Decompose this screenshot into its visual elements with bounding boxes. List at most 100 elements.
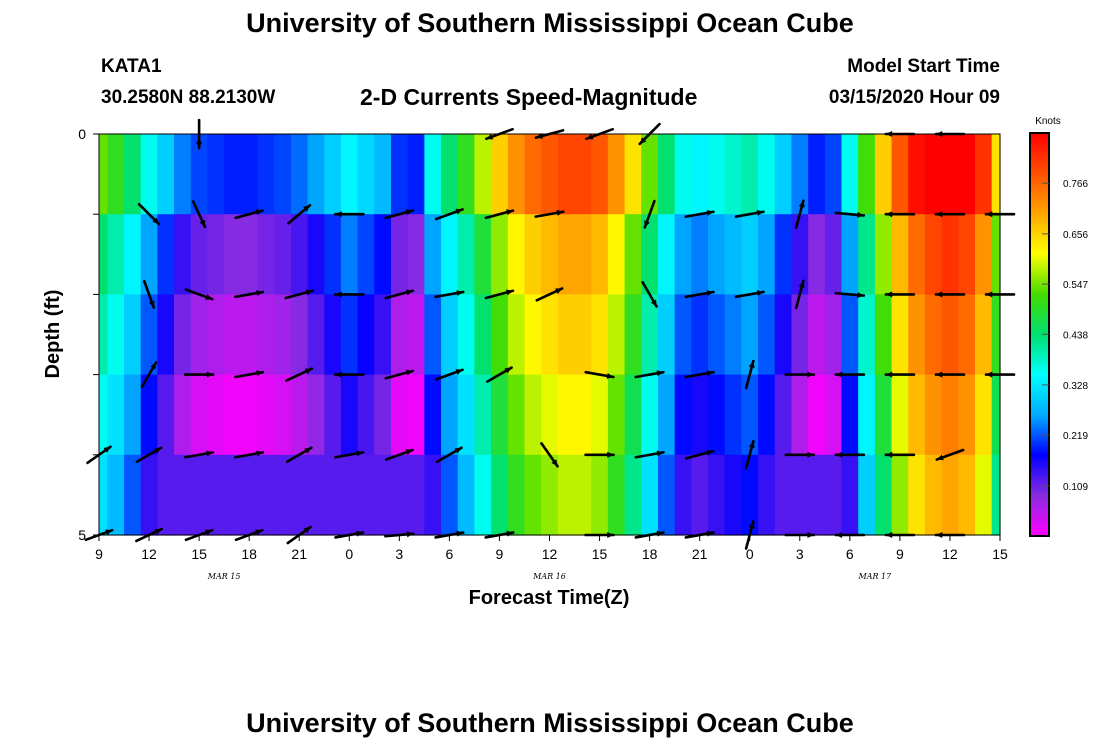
heatmap-cell <box>624 134 642 215</box>
heatmap-cell <box>758 294 776 376</box>
heatmap-cell <box>107 454 125 536</box>
heatmap-cell <box>657 294 676 376</box>
current-arrow <box>684 370 715 379</box>
heatmap-cell <box>808 294 826 376</box>
heatmap-cell <box>624 294 642 376</box>
heatmap-cell <box>474 374 492 456</box>
current-arrow <box>584 370 615 379</box>
heatmap-cell <box>774 134 793 215</box>
heatmap-cell <box>507 374 526 456</box>
heatmap-cell <box>758 214 776 295</box>
heatmap-cell <box>708 134 726 215</box>
current-arrow <box>434 368 464 381</box>
x-tick-label: 0 <box>746 546 754 562</box>
heatmap-cell <box>491 374 509 456</box>
heatmap-cell <box>374 214 392 295</box>
heatmap-cell <box>407 134 425 215</box>
heatmap-cell <box>824 374 843 456</box>
heatmap-cell <box>190 214 209 295</box>
current-arrow <box>684 449 715 460</box>
current-arrow <box>744 359 755 390</box>
heatmap-cell <box>657 454 676 536</box>
heatmap-cell <box>157 454 175 536</box>
current-arrow <box>641 280 658 308</box>
current-arrow <box>884 211 916 218</box>
current-arrow <box>834 371 866 378</box>
heatmap-cell <box>441 374 459 456</box>
heatmap-cell <box>374 134 392 215</box>
heatmap-cell <box>290 214 309 295</box>
heatmap-cell <box>891 454 909 536</box>
current-arrow <box>140 361 158 389</box>
heatmap-cell <box>991 374 1001 456</box>
heatmap-cell <box>99 454 108 536</box>
heatmap-cell <box>941 214 959 295</box>
current-arrow <box>435 446 463 464</box>
x-tick-label: 9 <box>496 546 504 562</box>
heatmap-cell <box>491 134 509 215</box>
heatmap-cell <box>891 294 909 376</box>
heatmap-cell <box>974 374 993 456</box>
y-axis: 05 <box>78 126 99 543</box>
current-arrow <box>384 289 415 300</box>
heatmap-cell <box>157 134 175 215</box>
heatmap-cell <box>174 294 192 376</box>
heatmap-cell <box>908 134 926 215</box>
current-arrow <box>135 446 163 464</box>
heatmap-cell <box>274 134 292 215</box>
heatmap-cell <box>107 214 125 295</box>
heatmap-cell <box>824 134 843 215</box>
heatmap-cell <box>891 214 909 295</box>
heatmap-cell <box>557 294 576 376</box>
current-arrow <box>287 203 312 225</box>
heatmap-cell <box>207 214 225 295</box>
current-arrow <box>540 442 559 468</box>
heatmap-cell <box>491 294 509 376</box>
heatmap-cell <box>607 134 626 215</box>
heatmap-cell <box>791 454 809 536</box>
heatmap-cell <box>607 374 626 456</box>
x-tick-label: 6 <box>445 546 453 562</box>
current-arrow <box>834 451 866 458</box>
station-coordinates: 30.2580N 88.2130W <box>101 87 276 108</box>
heatmap-cell <box>257 214 275 295</box>
model-start-label: Model Start Time <box>847 56 1000 77</box>
current-arrow <box>935 448 965 461</box>
footer-title: University of Southern Mississippi Ocean… <box>246 708 854 738</box>
heatmap-cell <box>557 374 576 456</box>
colorbar-tick-label: 0.438 <box>1063 330 1088 341</box>
heatmap-cell <box>908 374 926 456</box>
heatmap-cell <box>824 454 843 536</box>
heatmap-cell <box>607 454 626 536</box>
heatmap-cell <box>674 374 692 456</box>
current-arrow <box>333 291 365 298</box>
current-vectors <box>84 118 1016 550</box>
heatmap-cell <box>574 374 592 456</box>
heatmap-cell <box>207 294 225 376</box>
heatmap-cell <box>624 374 642 456</box>
heatmap-cell <box>858 134 876 215</box>
heatmap-cell <box>874 374 893 456</box>
heatmap-cell <box>124 294 142 376</box>
heatmap-cell <box>924 214 943 295</box>
current-arrow <box>834 291 866 299</box>
heatmap-cell <box>124 134 142 215</box>
heatmap-cell <box>858 214 876 295</box>
heatmap-cell <box>357 294 375 376</box>
heatmap-cell <box>758 454 776 536</box>
heatmap-cell <box>657 374 676 456</box>
colorbar: Knots 0.766 0.656 0.547 0.438 0.328 0.219 0.10… <box>1029 116 1088 537</box>
heatmap-cell <box>774 454 793 536</box>
heatmap-cell <box>574 454 592 536</box>
heatmap-cell <box>741 454 759 536</box>
heatmap-cell <box>941 134 959 215</box>
heatmap-cell <box>958 454 976 536</box>
heatmap-cell <box>958 374 976 456</box>
x-date-label: MAR 16 <box>532 572 566 581</box>
heatmap-cell <box>224 374 242 456</box>
heatmap-cell <box>908 214 926 295</box>
heatmap-cell <box>958 214 976 295</box>
current-arrow <box>434 290 465 299</box>
heatmap-cell <box>841 134 859 215</box>
heatmap-cell <box>240 134 259 215</box>
